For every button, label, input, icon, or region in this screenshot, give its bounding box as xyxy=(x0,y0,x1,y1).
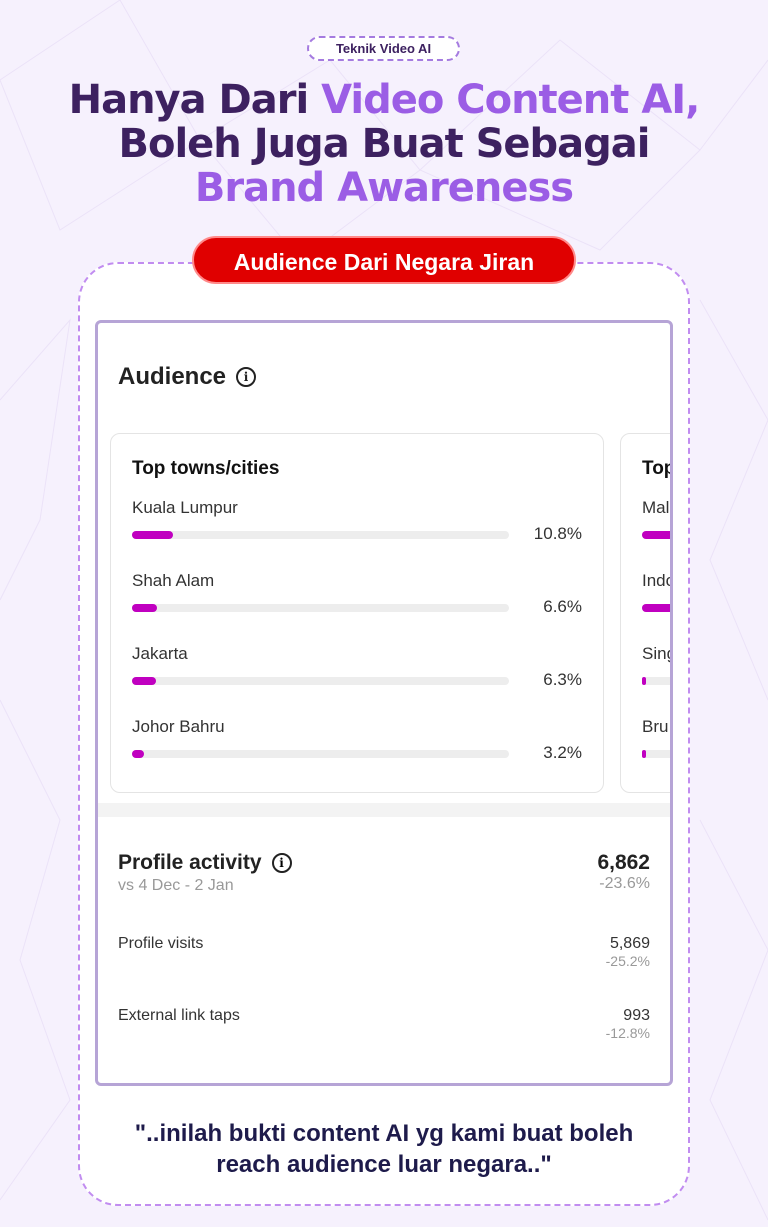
metric-label: Profile visits xyxy=(118,935,204,952)
city-bar-fill xyxy=(132,531,173,539)
city-row: Shah Alam 6.6% xyxy=(132,571,582,616)
country-row: Mal xyxy=(642,498,670,539)
metric-change: -25.2% xyxy=(605,953,650,969)
audience-title: Audience xyxy=(118,363,227,390)
top-cities-title: Top towns/cities xyxy=(132,458,280,479)
city-bar-track xyxy=(132,531,509,539)
city-name: Johor Bahru xyxy=(132,717,225,736)
info-icon[interactable]: i xyxy=(271,853,292,873)
city-bar-track xyxy=(132,677,509,685)
city-bar-fill xyxy=(132,750,145,758)
headline: Hanya Dari Video Content AI, Boleh Juga … xyxy=(0,78,768,210)
country-row: Sing xyxy=(642,644,673,685)
country-bar-track xyxy=(642,750,670,758)
city-percent: 6.3% xyxy=(543,670,582,689)
country-name: Sing xyxy=(642,644,673,663)
metric-change: -12.8% xyxy=(605,1025,650,1041)
profile-activity-change: -23.6% xyxy=(599,875,650,892)
profile-activity-total: 6,862 xyxy=(597,851,650,874)
country-row: Bru xyxy=(642,717,670,758)
city-percent: 3.2% xyxy=(543,743,582,762)
country-row: Indo xyxy=(642,571,673,612)
city-percent: 10.8% xyxy=(533,524,582,543)
insights-screenshot: Audience i Top towns/cities Kuala Lumpur… xyxy=(95,320,673,1086)
info-icon[interactable]: i xyxy=(236,367,257,387)
country-bar-track xyxy=(642,604,670,612)
city-name: Jakarta xyxy=(132,644,188,663)
metric-label: External link taps xyxy=(118,1007,240,1024)
top-countries-card: Top Mal Indo Sing Bru xyxy=(620,433,673,793)
quote-line1: "..inilah bukti content AI yg kami buat … xyxy=(134,1120,634,1147)
headline-line1-purple: Video Content AI, xyxy=(321,77,700,123)
city-row: Kuala Lumpur 10.8% xyxy=(132,498,582,543)
headline-line1-dark: Hanya Dari xyxy=(68,77,322,123)
city-bar-track xyxy=(132,750,509,758)
top-cities-card: Top towns/cities Kuala Lumpur 10.8% Shah … xyxy=(110,433,604,793)
metric-row: Profile visits 5,869 -25.2% xyxy=(118,935,650,969)
metric-row: External link taps 993 -12.8% xyxy=(118,1007,650,1041)
country-name: Bru xyxy=(642,717,669,736)
city-name: Shah Alam xyxy=(132,571,215,590)
city-bar-fill xyxy=(132,677,156,685)
divider xyxy=(98,803,670,817)
metric-value: 5,869 xyxy=(609,935,650,952)
category-tag: Teknik Video AI xyxy=(307,36,460,61)
city-bar-fill xyxy=(132,604,157,612)
headline-line3: Brand Awareness xyxy=(194,165,574,211)
country-name: Mal xyxy=(642,498,670,517)
metric-value: 993 xyxy=(623,1007,650,1024)
audience-heading: Audience i xyxy=(118,363,257,391)
city-bar-track xyxy=(132,604,509,612)
profile-activity-header: Profile activity i vs 4 Dec - 2 Jan 6,86… xyxy=(118,851,650,895)
city-row: Jakarta 6.3% xyxy=(132,644,582,689)
testimonial-quote: "..inilah bukti content AI yg kami buat … xyxy=(78,1118,690,1180)
city-name: Kuala Lumpur xyxy=(132,498,238,517)
city-percent: 6.6% xyxy=(543,597,582,616)
country-bar-track xyxy=(642,531,670,539)
country-bar-fill xyxy=(642,604,670,612)
comparison-period: vs 4 Dec - 2 Jan xyxy=(118,877,234,894)
quote-line2: reach audience luar negara.." xyxy=(216,1151,552,1178)
country-bar-fill xyxy=(642,677,646,685)
headline-line2: Boleh Juga Buat Sebagai xyxy=(118,121,650,167)
country-name: Indo xyxy=(642,571,673,590)
city-row: Johor Bahru 3.2% xyxy=(132,717,582,762)
country-bar-track xyxy=(642,677,670,685)
country-bar-fill xyxy=(642,531,670,539)
country-bar-fill xyxy=(642,750,646,758)
top-countries-title: Top xyxy=(642,458,673,479)
profile-activity-title: Profile activity xyxy=(118,851,262,874)
section-badge: Audience Dari Negara Jiran xyxy=(192,236,576,284)
